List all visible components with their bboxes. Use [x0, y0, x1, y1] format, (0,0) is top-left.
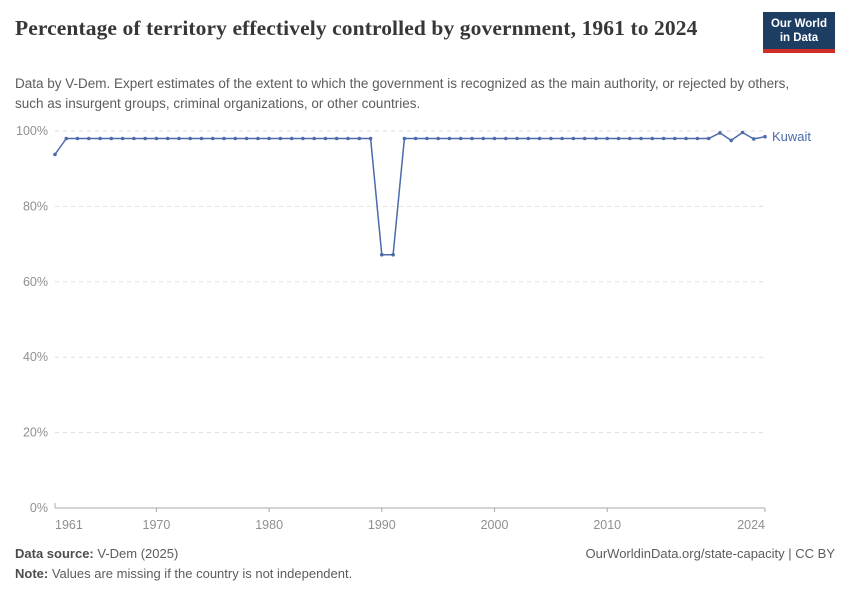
- data-point: [346, 136, 350, 141]
- data-point: [154, 136, 159, 141]
- data-point: [639, 136, 643, 141]
- x-axis-tick-label: 2000: [481, 518, 509, 532]
- data-point: [436, 136, 441, 141]
- data-point: [87, 136, 91, 141]
- x-axis-tick-label: 1970: [143, 518, 171, 532]
- data-point: [244, 136, 249, 141]
- data-point: [684, 136, 688, 141]
- data-point: [334, 136, 339, 141]
- x-axis-tick-label: 2010: [593, 518, 621, 532]
- data-point: [458, 136, 463, 141]
- owid-logo-line2: in Data: [779, 32, 819, 44]
- data-point: [763, 134, 767, 139]
- data-point: [729, 138, 733, 143]
- data-source: Data source: V-Dem (2025): [15, 546, 178, 561]
- series-line: [54, 131, 766, 256]
- note-label: Note:: [15, 566, 49, 581]
- data-point: [740, 130, 745, 135]
- data-point: [582, 136, 587, 141]
- note-value: Values are missing if the country is not…: [48, 566, 353, 581]
- data-point: [650, 136, 655, 141]
- data-point: [413, 136, 418, 141]
- data-point: [211, 136, 215, 141]
- data-point: [447, 136, 452, 141]
- y-axis-tick-label: 100%: [16, 124, 48, 138]
- data-point: [560, 136, 564, 141]
- data-point: [64, 136, 69, 141]
- data-point: [312, 136, 317, 141]
- data-point: [661, 136, 666, 141]
- data-point: [132, 136, 136, 141]
- data-point: [628, 136, 632, 141]
- data-point: [695, 136, 700, 141]
- data-source-value: V-Dem (2025): [93, 546, 179, 561]
- data-point: [515, 136, 519, 141]
- data-point: [673, 136, 677, 141]
- data-point: [571, 136, 576, 141]
- data-point: [706, 136, 711, 141]
- data-point: [301, 136, 305, 141]
- data-point: [594, 136, 598, 141]
- data-point: [549, 136, 553, 141]
- data-point: [75, 136, 80, 141]
- data-point: [120, 136, 125, 141]
- data-point: [380, 252, 384, 257]
- data-point: [504, 136, 508, 141]
- data-source-label: Data source:: [15, 546, 94, 561]
- data-point: [109, 136, 114, 141]
- data-point: [53, 152, 57, 157]
- data-point: [188, 136, 192, 141]
- y-axis-tick-label: 0%: [30, 501, 48, 515]
- data-point: [222, 136, 226, 141]
- data-point: [177, 136, 181, 141]
- data-point: [165, 136, 170, 141]
- chart-title: Percentage of territory effectively cont…: [15, 16, 698, 40]
- owid-logo[interactable]: Our World in Data: [762, 12, 835, 53]
- owid-link[interactable]: OurWorldinData.org/state-capacity | CC B…: [585, 546, 835, 561]
- y-axis-tick-label: 40%: [23, 350, 48, 364]
- data-point: [481, 136, 486, 141]
- data-point: [537, 136, 542, 141]
- data-point: [616, 136, 621, 141]
- chart-footer: Data source: V-Dem (2025) OurWorldinData…: [15, 546, 835, 581]
- series-label[interactable]: Kuwait: [772, 129, 811, 144]
- data-point: [199, 136, 204, 141]
- data-point: [492, 136, 497, 141]
- data-point: [323, 136, 328, 141]
- data-point: [289, 136, 294, 141]
- data-point: [425, 136, 429, 141]
- data-point: [718, 131, 722, 135]
- y-axis-tick-label: 60%: [23, 275, 48, 289]
- data-point: [357, 136, 362, 141]
- data-point: [391, 252, 395, 257]
- data-point: [470, 136, 474, 141]
- data-point: [233, 136, 238, 141]
- data-point: [256, 136, 260, 141]
- chart-note: Note: Values are missing if the country …: [15, 566, 835, 581]
- data-point: [526, 136, 531, 141]
- data-point: [143, 136, 147, 141]
- x-axis-tick-label: 1980: [255, 518, 283, 532]
- data-point: [278, 136, 283, 141]
- data-point: [368, 136, 373, 141]
- y-axis-tick-label: 80%: [23, 199, 48, 213]
- x-axis-tick-label: 2024: [737, 518, 765, 532]
- x-axis-tick-label: 1961: [55, 518, 83, 532]
- data-point: [751, 137, 756, 141]
- chart-subtitle: Data by V-Dem. Expert estimates of the e…: [15, 76, 790, 111]
- data-point: [605, 136, 609, 141]
- y-axis-tick-label: 20%: [23, 426, 48, 440]
- data-point: [402, 136, 407, 141]
- owid-logo-line1: Our World: [770, 18, 827, 30]
- data-point: [98, 136, 102, 141]
- data-point: [267, 136, 271, 141]
- x-axis-tick-label: 1990: [368, 518, 396, 532]
